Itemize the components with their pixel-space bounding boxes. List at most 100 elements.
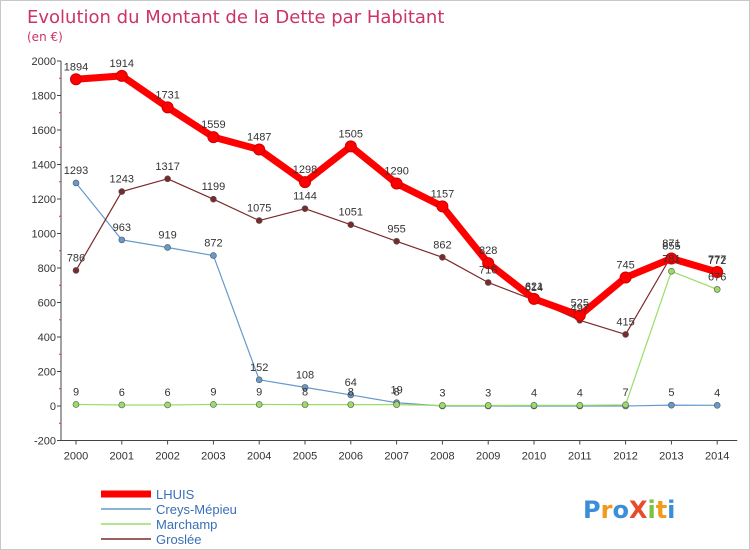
data-point: [484, 279, 492, 286]
data-point: [207, 131, 220, 144]
series-line: [75, 182, 718, 407]
data-point: [393, 401, 400, 408]
data-label: 9: [256, 386, 262, 398]
data-label: 4: [531, 387, 537, 399]
y-tick-label: 1000: [32, 229, 56, 241]
chart-subtitle: (en €): [27, 30, 63, 44]
data-point: [210, 195, 217, 203]
y-tick-label: 600: [38, 298, 56, 310]
x-tick-label: 2008: [430, 451, 454, 463]
data-point: [164, 175, 171, 183]
data-point: [72, 401, 80, 408]
x-tick-label: 2000: [64, 451, 88, 463]
data-label: 716: [479, 264, 497, 276]
data-label: 525: [571, 297, 589, 309]
data-label: 871: [662, 238, 680, 250]
data-label: 872: [204, 238, 222, 250]
data-point: [301, 401, 309, 408]
data-label: 1199: [202, 181, 226, 193]
chart-data-labels: 1894 1914 1731 1559 1487 1298 1505 1290 1157 828 6…: [64, 58, 727, 400]
data-point: [622, 331, 629, 338]
data-label: 152: [250, 362, 268, 374]
y-tick-label: 2000: [32, 56, 56, 68]
data-label: 1731: [155, 89, 179, 101]
logo-letter: i: [667, 496, 675, 524]
data-point: [711, 265, 724, 278]
data-point: [347, 391, 355, 399]
data-label: 828: [479, 245, 497, 257]
data-point: [255, 401, 263, 408]
data-point: [530, 402, 538, 409]
data-point: [164, 244, 171, 251]
data-label: 4: [714, 387, 720, 399]
y-tick-label: 800: [38, 263, 56, 275]
data-point: [390, 177, 403, 190]
data-label: 1243: [110, 174, 134, 186]
data-point: [299, 176, 311, 189]
data-point: [118, 236, 126, 244]
data-label: 1075: [247, 203, 271, 215]
data-label: 1293: [64, 165, 88, 177]
data-label: 7: [623, 387, 629, 399]
data-label: 955: [387, 223, 405, 235]
data-point: [439, 254, 446, 261]
data-label: 1894: [64, 61, 88, 73]
x-tick-label: 2005: [293, 451, 317, 463]
data-label: 8: [302, 387, 308, 399]
data-point: [393, 237, 400, 245]
logo-text: ProXiti: [583, 496, 675, 524]
y-tick-label: -200: [34, 436, 56, 448]
logo-letter: X: [629, 496, 648, 524]
data-label: 772: [708, 255, 726, 267]
data-point: [72, 267, 80, 274]
data-label: 1157: [431, 188, 455, 200]
y-tick-label: 200: [38, 367, 56, 379]
data-point: [210, 252, 217, 259]
proxiti-logo: ProXiti: [583, 496, 675, 524]
x-tick-label: 2004: [247, 451, 271, 463]
data-label: 5: [668, 387, 674, 399]
data-label: 6: [119, 387, 125, 399]
data-label: 108: [296, 369, 314, 381]
series-lhuis: [70, 69, 724, 322]
chart-axes: -200 0 200 400 600 800 1000 1200 1400 1600 1800 200…: [32, 56, 738, 463]
data-label: 1144: [293, 191, 317, 203]
series-grosl-e: [72, 175, 721, 338]
data-point: [482, 257, 495, 270]
data-label: 415: [616, 316, 634, 328]
data-label: 963: [113, 222, 131, 234]
data-point: [253, 143, 266, 156]
data-point: [161, 101, 174, 114]
data-point: [118, 188, 126, 195]
data-point: [115, 69, 128, 82]
x-tick-label: 2011: [568, 451, 592, 463]
x-tick-label: 2009: [476, 451, 500, 463]
data-label: 4: [577, 387, 583, 399]
logo-letter: P: [583, 496, 601, 524]
logo-letter: o: [612, 496, 629, 524]
x-tick-label: 2003: [201, 451, 225, 463]
x-tick-label: 2006: [339, 451, 363, 463]
data-label: 19: [390, 385, 402, 397]
y-tick-label: 1800: [32, 91, 56, 103]
data-point: [436, 200, 449, 213]
data-point: [164, 401, 171, 409]
data-point: [573, 309, 586, 322]
data-point: [301, 205, 309, 212]
y-tick-label: 1600: [32, 125, 56, 137]
data-point: [72, 179, 80, 187]
data-label: 1487: [247, 131, 271, 143]
data-point: [665, 252, 678, 265]
data-point: [622, 401, 629, 409]
data-point: [347, 401, 355, 408]
chart-series: [70, 69, 724, 410]
data-point: [118, 401, 126, 409]
data-label: 855: [662, 241, 680, 253]
data-point: [255, 217, 263, 224]
legend-label: Marchamp: [156, 517, 217, 532]
data-label: 9: [73, 386, 79, 398]
data-label: 3: [485, 387, 491, 399]
